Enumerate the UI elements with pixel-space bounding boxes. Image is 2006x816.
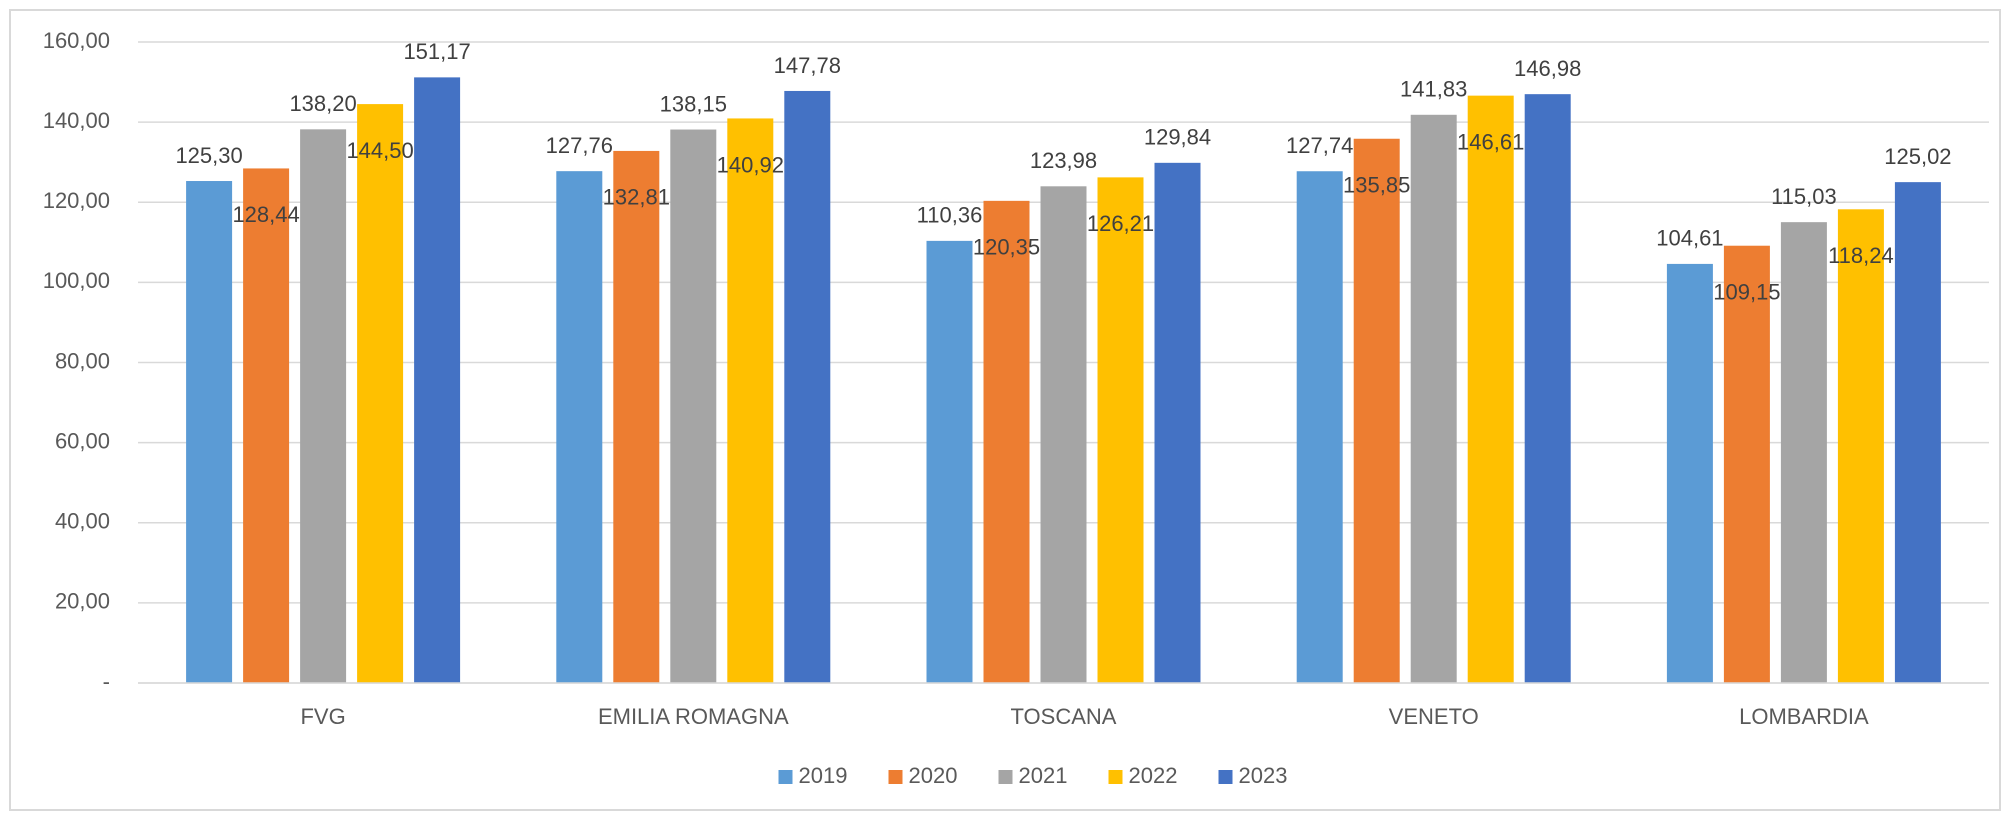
- data-label: 138,15: [660, 91, 727, 116]
- y-tick-label: 80,00: [55, 348, 110, 373]
- legend-label: 2023: [1239, 763, 1288, 788]
- legend-swatch: [888, 770, 903, 784]
- y-tick-label: 60,00: [55, 428, 110, 453]
- bar: [243, 168, 290, 683]
- bar: [1296, 171, 1343, 683]
- bar: [926, 240, 973, 684]
- legend-swatch: [998, 770, 1013, 784]
- bar: [186, 181, 233, 683]
- bar: [556, 171, 603, 683]
- bar: [414, 77, 461, 684]
- y-tick-label: 40,00: [55, 509, 110, 534]
- data-label: 129,84: [1144, 125, 1211, 150]
- data-label: 147,78: [774, 53, 841, 78]
- x-tick-label: FVG: [300, 704, 345, 729]
- data-label: 135,85: [1343, 173, 1410, 198]
- y-tick-label: -: [103, 669, 110, 694]
- data-label: 146,61: [1457, 129, 1524, 154]
- bar: [1154, 162, 1201, 684]
- y-tick-label: 160,00: [43, 28, 110, 53]
- bar: [1837, 209, 1884, 683]
- bar: [1097, 177, 1144, 683]
- data-label: 123,98: [1030, 148, 1097, 173]
- data-label: 110,36: [917, 203, 983, 228]
- data-label: 109,15: [1713, 280, 1780, 305]
- data-label: 128,44: [232, 202, 299, 227]
- legend-swatch: [778, 770, 793, 784]
- bar: [1353, 138, 1400, 684]
- bar: [1894, 182, 1941, 684]
- legend-label: 2021: [1019, 763, 1068, 788]
- bar: [1780, 222, 1827, 683]
- x-tick-label: TOSCANA: [1011, 704, 1117, 729]
- data-label: 127,76: [546, 133, 613, 158]
- bar: [1666, 263, 1713, 683]
- data-label: 151,17: [403, 39, 470, 64]
- bar: [1723, 245, 1770, 683]
- data-label: 125,02: [1884, 144, 1951, 169]
- bar: [983, 200, 1030, 683]
- legend-label: 2022: [1129, 763, 1178, 788]
- bar: [613, 150, 660, 683]
- x-tick-label: LOMBARDIA: [1739, 704, 1869, 729]
- data-label: 104,61: [1656, 226, 1723, 251]
- data-label: 115,03: [1771, 184, 1837, 209]
- x-tick-label: VENETO: [1389, 704, 1479, 729]
- bar: [1467, 95, 1514, 684]
- data-label: 126,21: [1087, 211, 1154, 236]
- bar: [357, 104, 404, 684]
- bar: [784, 90, 831, 684]
- data-label: 125,30: [175, 143, 242, 168]
- y-tick-label: 20,00: [55, 589, 110, 614]
- bar: [1524, 94, 1571, 683]
- data-label: 144,50: [346, 138, 413, 163]
- legend-swatch: [1218, 770, 1233, 784]
- bar: [300, 129, 347, 683]
- data-label: 120,35: [973, 235, 1040, 260]
- y-tick-label: 100,00: [43, 268, 110, 293]
- bar: [727, 118, 774, 683]
- bar: [670, 129, 717, 683]
- data-label: 140,92: [717, 152, 784, 177]
- legend-swatch: [1108, 770, 1123, 784]
- bar: [1410, 114, 1457, 683]
- data-label: 141,83: [1400, 77, 1467, 102]
- y-tick-label: 120,00: [43, 188, 110, 213]
- data-label: 118,24: [1828, 243, 1894, 268]
- data-label: 146,98: [1514, 56, 1581, 81]
- y-tick-label: 140,00: [43, 108, 110, 133]
- legend-label: 2019: [799, 763, 848, 788]
- data-label: 132,81: [603, 185, 670, 210]
- legend-label: 2020: [909, 763, 958, 788]
- x-tick-label: EMILIA ROMAGNA: [598, 704, 789, 729]
- bar: [1040, 186, 1087, 684]
- data-label: 127,74: [1286, 133, 1353, 158]
- data-label: 138,20: [289, 91, 356, 116]
